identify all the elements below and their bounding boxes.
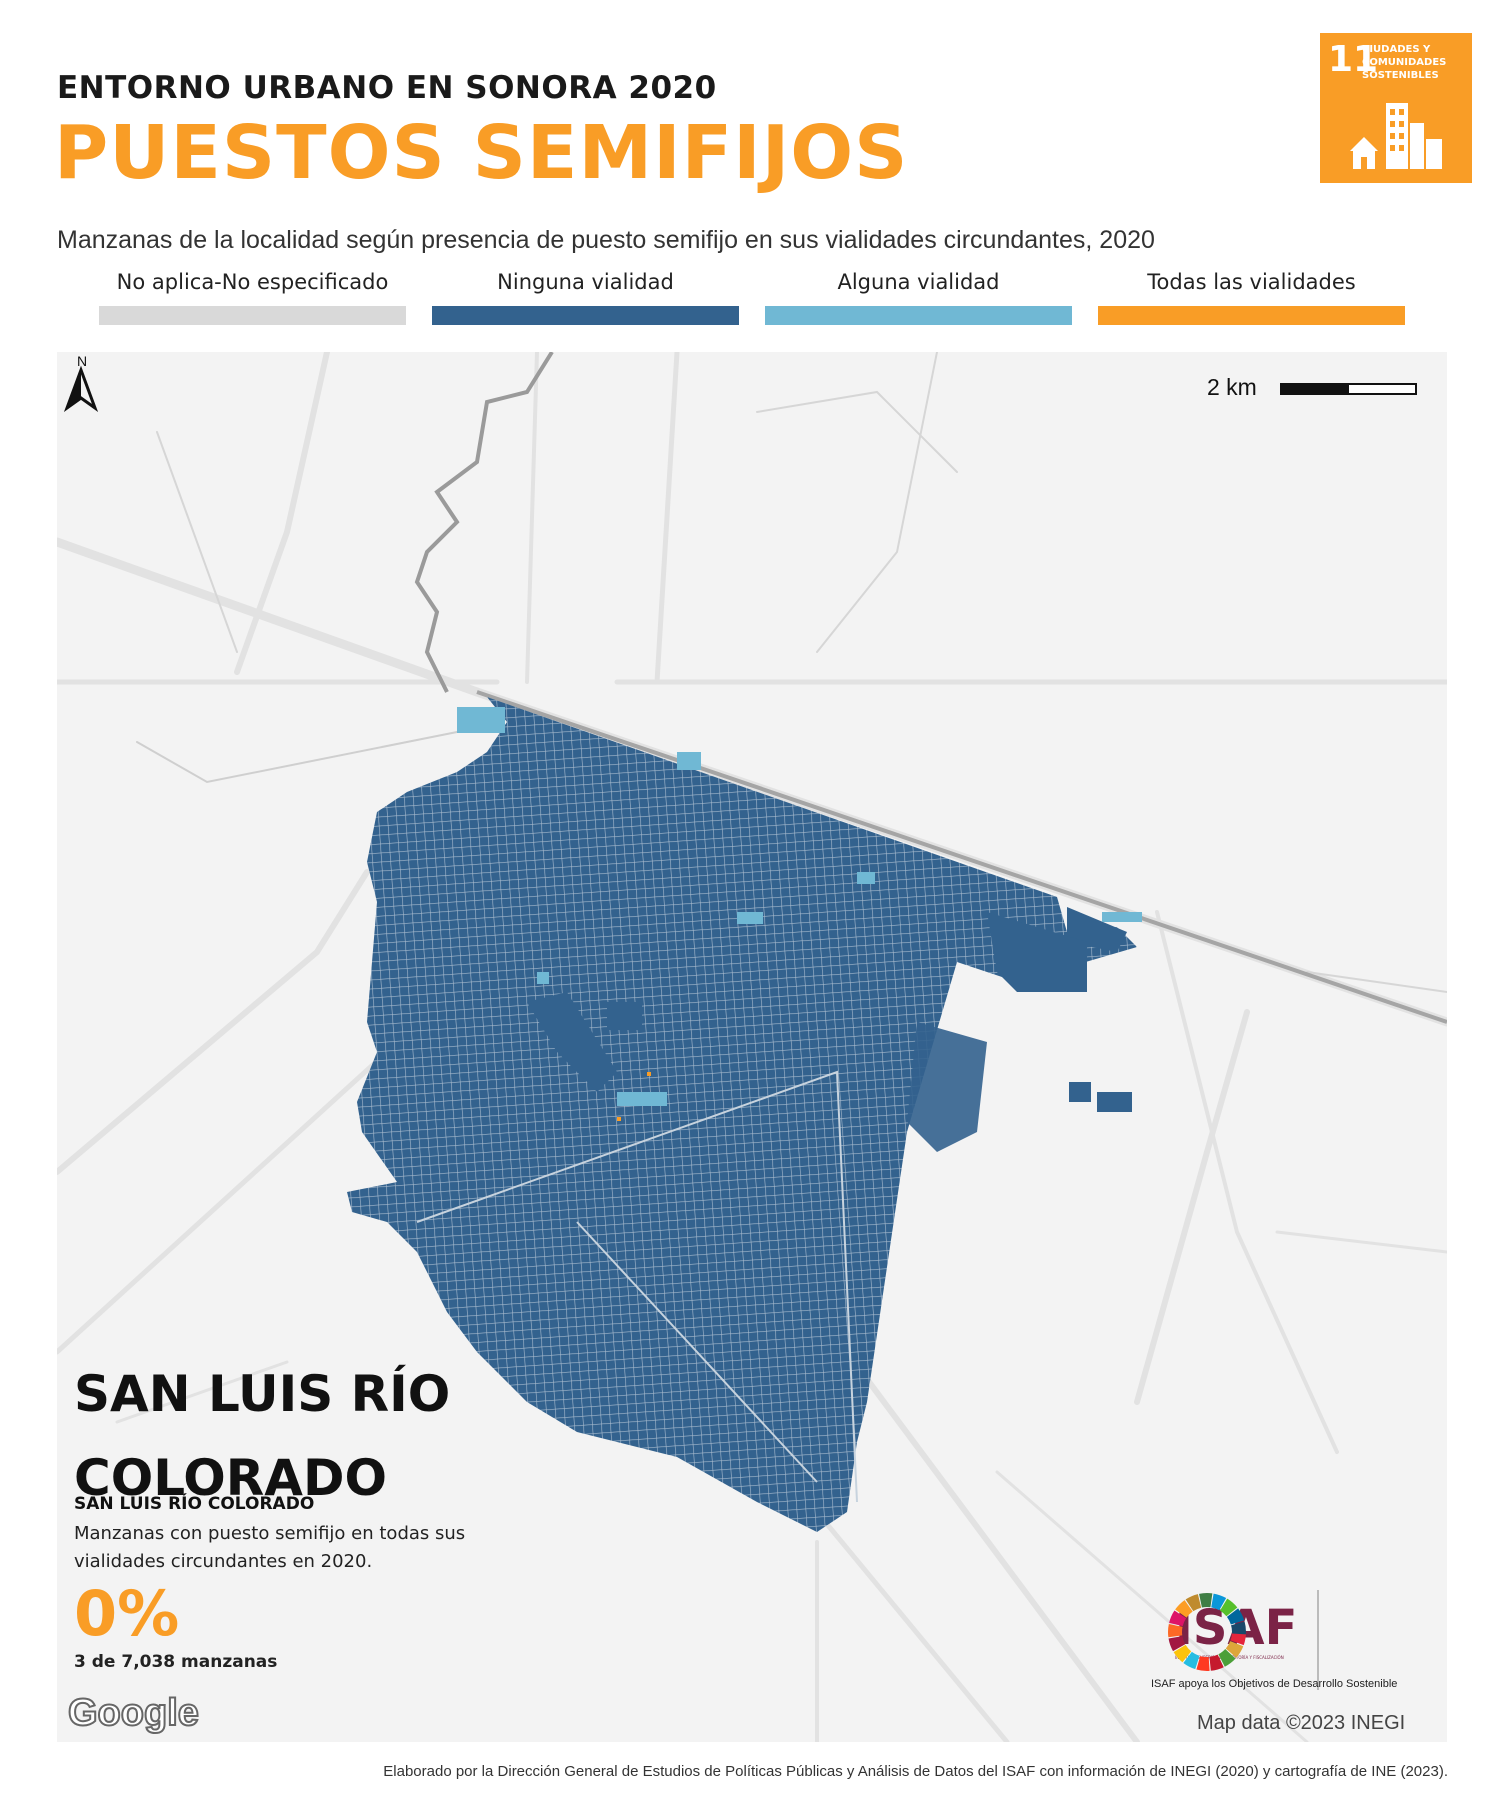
place-percent: 0%: [74, 1577, 180, 1650]
legend-swatch: [99, 306, 406, 325]
place-count: 3 de 7,038 manzanas: [74, 1652, 278, 1672]
scale-label: 2 km: [1207, 374, 1257, 400]
google-logo: Google: [67, 1691, 200, 1735]
legend-label: Todas las vialidades: [1147, 270, 1356, 294]
logo-divider: [1317, 1590, 1319, 1690]
place-description: Manzanas con puesto semifijo en todas su…: [74, 1523, 466, 1572]
scale-bar: [1280, 383, 1417, 395]
place-title: SAN LUIS RÍO COLORADO: [74, 1365, 451, 1507]
sdg-badge: 11 CIUDADES Y COMUNIDADES SOSTENIBLES: [1320, 33, 1472, 183]
river: [414, 352, 554, 693]
north-label: N: [77, 353, 87, 369]
urban-blocks[interactable]: [347, 697, 1142, 1532]
legend-item-alguna: Alguna vialidad: [765, 268, 1072, 328]
legend-label: Ninguna vialidad: [497, 270, 674, 294]
map-credit: Map data ©2023 INEGI: [1197, 1712, 1406, 1734]
isaf-logo: ISAF INSTITUTO SUPERIOR DE AUDITORÍA Y F…: [1165, 1590, 1445, 1700]
city-buildings-icon: [1350, 103, 1442, 169]
isaf-caption: ISAF apoya los Objetivos de Desarrollo S…: [1151, 1678, 1398, 1690]
highway: [476, 690, 1447, 1024]
legend-swatch: [1098, 306, 1405, 325]
map-subtitle: Manzanas de la localidad según presencia…: [57, 226, 1155, 254]
legend-label: No aplica-No especificado: [116, 270, 389, 294]
legend-swatch: [432, 306, 739, 325]
place-name-small: SAN LUIS RÍO COLORADO: [74, 1494, 315, 1514]
legend-item-no-aplica: No aplica-No especificado: [99, 268, 406, 328]
legend-item-ninguna: Ninguna vialidad: [432, 268, 739, 328]
north-arrow-icon: N: [63, 353, 99, 412]
map-panel[interactable]: 2 km N SAN LUIS RÍO COLORADO SAN LUIS RÍ…: [57, 352, 1447, 1742]
map-canvas[interactable]: [57, 352, 1447, 1742]
legend-item-todas: Todas las vialidades: [1098, 268, 1405, 328]
header-title: PUESTOS SEMIFIJOS: [54, 110, 909, 196]
legend-label: Alguna vialidad: [837, 270, 1000, 294]
header-kicker: ENTORNO URBANO EN SONORA 2020: [57, 70, 717, 106]
sdg-number: 11: [1328, 39, 1379, 80]
sdg-wheel-icon: [1168, 1593, 1246, 1671]
legend-swatch: [765, 306, 1072, 325]
footer-credit: Elaborado por la Dirección General de Es…: [383, 1763, 1448, 1780]
sdg-text: CIUDADES Y COMUNIDADES SOSTENIBLES: [1362, 44, 1447, 81]
legend: No aplica-No especificado Ninguna vialid…: [99, 268, 1409, 328]
